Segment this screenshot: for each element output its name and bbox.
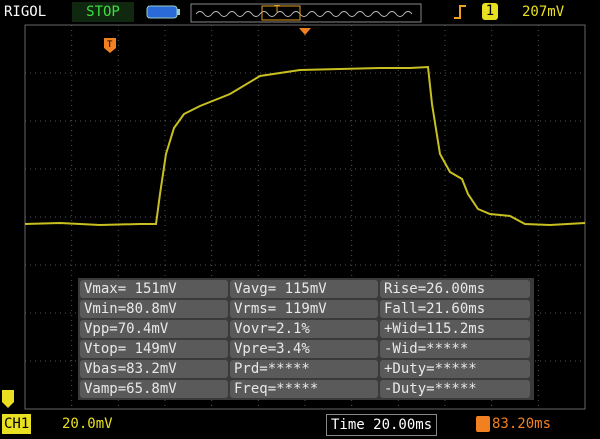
measurement: Vpre=3.4% (230, 340, 378, 358)
timebase: Time 20.00ms (326, 414, 438, 436)
measurement: +Wid=115.2ms (380, 320, 530, 338)
channel-label[interactable]: CH1 (2, 414, 32, 434)
measurement: Vrms= 119mV (230, 300, 378, 318)
measurement: -Wid=***** (380, 340, 530, 358)
brand: RIGOL (4, 4, 47, 20)
measurement: +Duty=***** (380, 360, 530, 378)
channel-marker (2, 390, 14, 408)
measurement: Prd=***** (230, 360, 378, 378)
memory-overview: T (190, 3, 422, 23)
trigger-offset: 83.20ms (492, 416, 552, 432)
battery-icon (146, 5, 180, 19)
svg-text:T: T (274, 4, 280, 15)
measurement: Vamp=65.8mV (80, 380, 228, 398)
measurement: Vpp=70.4mV (80, 320, 228, 338)
measurement: Vavg= 115mV (230, 280, 378, 298)
measurement: Freq=***** (230, 380, 378, 398)
svg-text:T: T (107, 40, 113, 50)
measurement: Rise=26.00ms (380, 280, 530, 298)
trigger-offset-icon (476, 416, 490, 432)
measurement: Vtop= 149mV (80, 340, 228, 358)
trigger-level: 207mV (522, 4, 565, 20)
measurement: Fall=21.60ms (380, 300, 530, 318)
measurement: -Duty=***** (380, 380, 530, 398)
trigger-slope-icon (454, 5, 466, 19)
measurement: Vmin=80.8mV (80, 300, 228, 318)
measurement: Vmax= 151mV (80, 280, 228, 298)
channel-scale: 20.0mV (62, 416, 113, 432)
measurement-table: Vmax= 151mV Vavg= 115mV Rise=26.00ms Vmin=8… (78, 278, 534, 400)
run-status[interactable]: STOP (72, 2, 134, 22)
measurement: Vovr=2.1% (230, 320, 378, 338)
measurement: Vbas=83.2mV (80, 360, 228, 378)
trigger-channel: 1 (482, 3, 498, 20)
